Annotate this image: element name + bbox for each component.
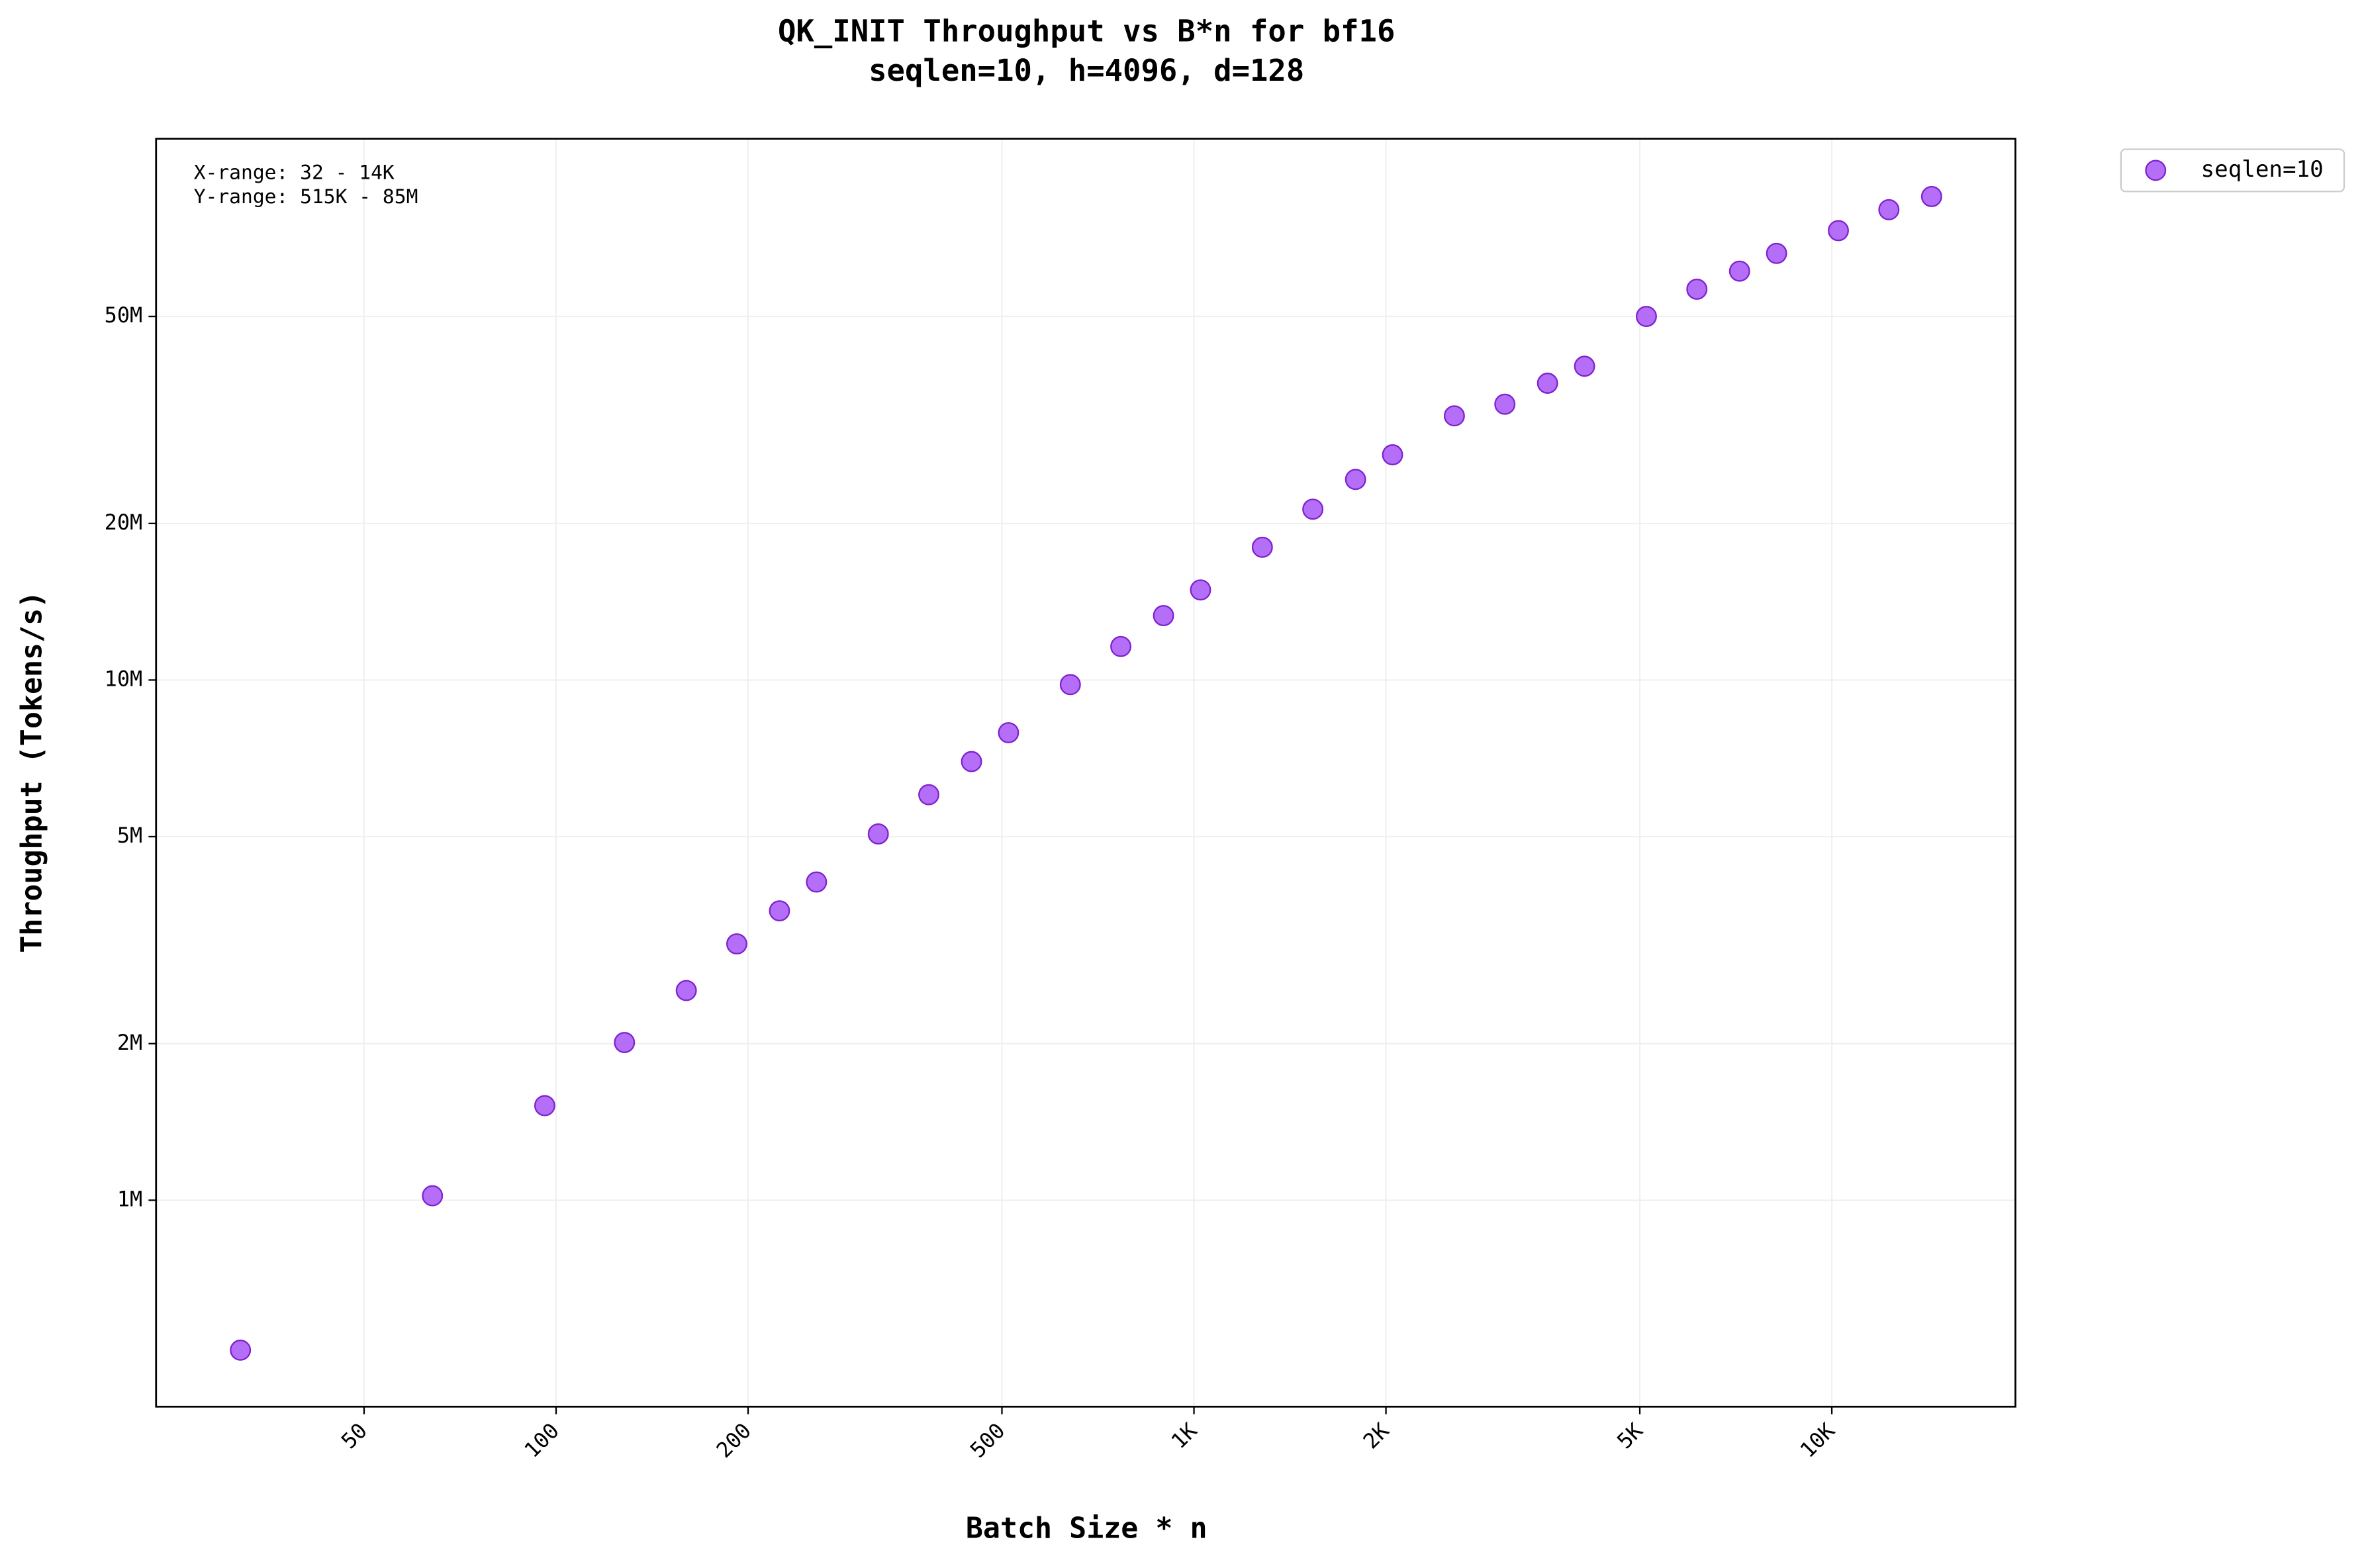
y-tick-label: 2M <box>117 1030 142 1055</box>
annotation: X-range: 32 - 14K <box>194 161 395 183</box>
data-point <box>1443 405 1465 427</box>
data-point <box>1110 635 1132 657</box>
y-tick-label: 50M <box>105 302 143 328</box>
chart-title: QK_INIT Throughput vs B*n for bf16 <box>778 14 1395 49</box>
y-tick-label: 20M <box>105 510 143 535</box>
chart-subtitle: seqlen=10, h=4096, d=128 <box>869 53 1304 88</box>
data-point <box>1574 355 1595 377</box>
data-point <box>918 784 939 806</box>
data-point <box>1059 674 1081 696</box>
x-axis-label: Batch Size * n <box>966 1512 1207 1545</box>
legend-marker <box>2145 160 2167 181</box>
data-point <box>867 823 889 845</box>
data-point <box>1345 469 1366 490</box>
data-point <box>1766 242 1787 264</box>
data-point <box>1686 279 1708 300</box>
data-point <box>998 722 1019 743</box>
data-point <box>1382 444 1403 466</box>
y-tick-label: 1M <box>117 1186 142 1211</box>
data-point <box>769 900 790 922</box>
plot-frame <box>155 138 2016 1408</box>
data-point <box>1537 373 1558 394</box>
data-point <box>806 871 828 893</box>
data-point <box>1153 605 1174 627</box>
legend-box <box>2120 148 2345 193</box>
data-point <box>1878 199 1900 220</box>
annotation: Y-range: 515K - 85M <box>194 185 418 208</box>
data-point <box>1302 498 1324 520</box>
data-point <box>726 933 747 955</box>
y-axis-label: Throughput (Tokens/s) <box>16 591 49 953</box>
data-point <box>1190 579 1211 601</box>
y-tick-label: 10M <box>105 666 143 691</box>
data-point <box>1728 260 1750 282</box>
data-point <box>1636 306 1657 328</box>
data-point <box>614 1032 636 1054</box>
data-point <box>534 1095 555 1117</box>
data-point <box>230 1339 252 1361</box>
legend-label: seqlen=10 <box>2201 156 2324 183</box>
data-point <box>1251 536 1273 558</box>
data-point <box>1494 393 1516 415</box>
data-point <box>422 1185 444 1207</box>
data-point <box>961 751 982 772</box>
data-point <box>1920 186 1942 207</box>
data-point <box>1828 220 1849 242</box>
data-point <box>675 980 697 1001</box>
y-tick-label: 5M <box>117 823 142 848</box>
